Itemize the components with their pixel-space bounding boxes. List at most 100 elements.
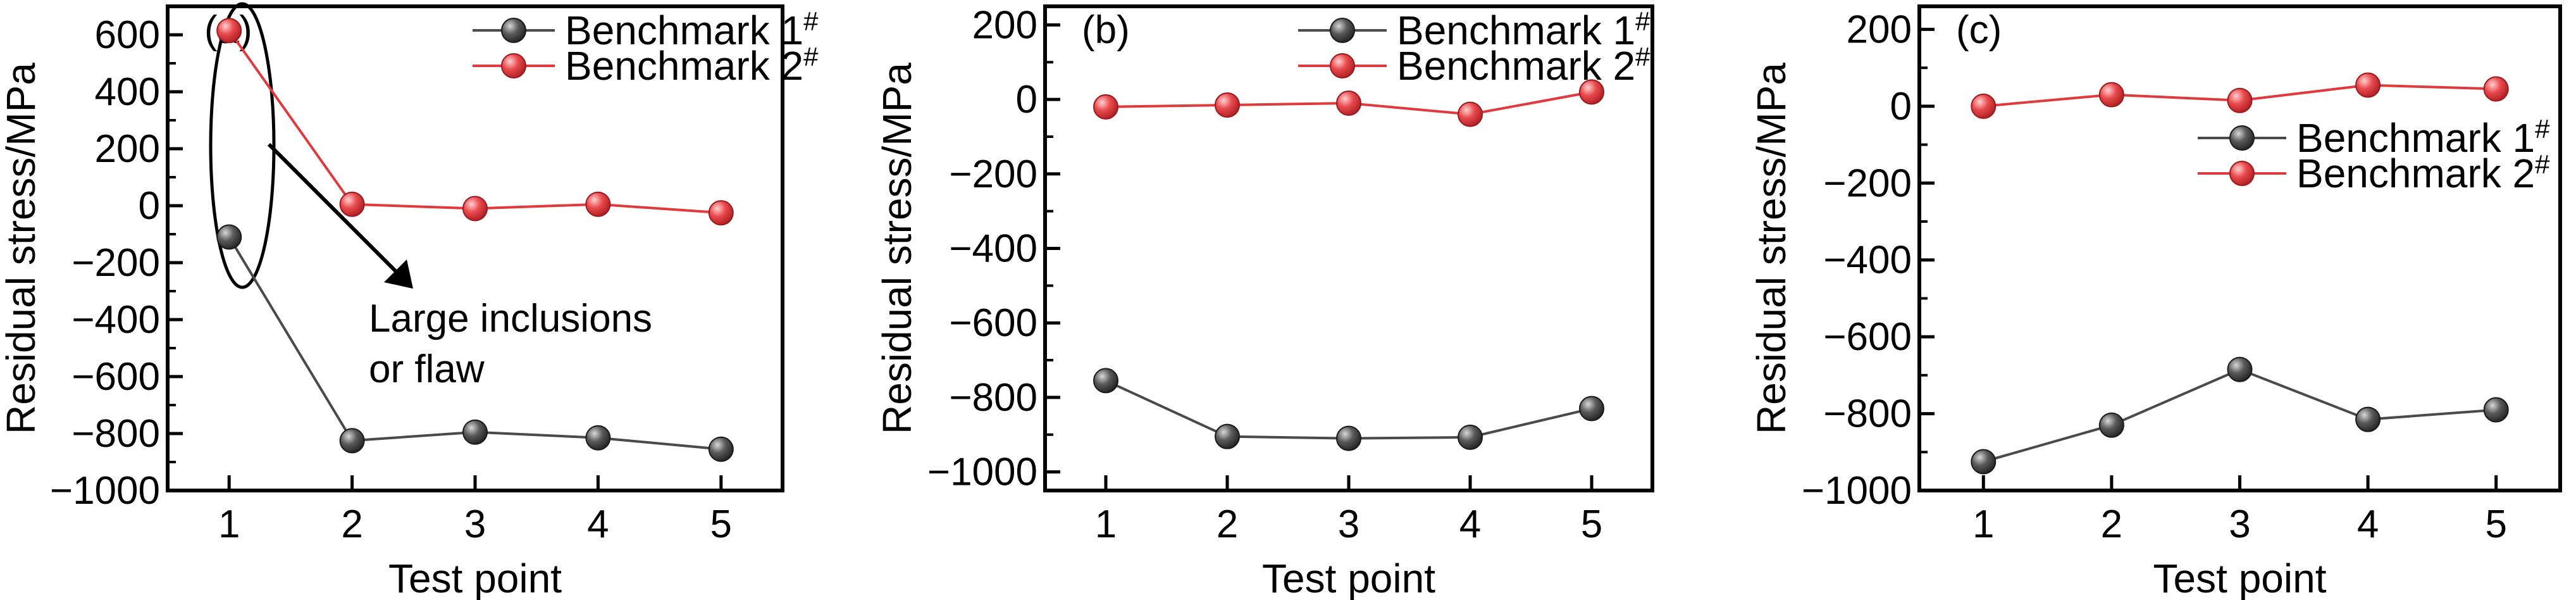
data-point xyxy=(2098,412,2124,438)
annotation-text: Large inclusions xyxy=(369,297,652,341)
y-tick-label: 200 xyxy=(972,3,1037,47)
data-point xyxy=(2483,397,2509,423)
y-tick-label: 0 xyxy=(1016,78,1037,122)
legend-superscript: # xyxy=(803,6,819,36)
y-tick-label: −400 xyxy=(949,227,1037,271)
data-point xyxy=(1579,79,1604,105)
x-tick-label: 2 xyxy=(341,503,362,546)
y-tick-label: 0 xyxy=(139,184,160,228)
data-point xyxy=(216,18,242,44)
y-tick-label: −400 xyxy=(1823,239,1912,282)
x-tick-label: 1 xyxy=(1095,503,1117,546)
data-point xyxy=(1093,94,1118,120)
x-axis-title: Test point xyxy=(1262,556,1435,600)
data-point xyxy=(1215,423,1240,449)
plot-frame xyxy=(1917,4,2562,492)
legend-marker xyxy=(1330,18,1355,43)
y-tick-label: −600 xyxy=(949,301,1037,345)
data-point xyxy=(2483,76,2509,102)
y-tick-label: −200 xyxy=(1823,161,1912,205)
legend-superscript: # xyxy=(2535,114,2550,144)
legend-label: Benchmark 1# xyxy=(565,6,819,53)
y-tick-label: −1000 xyxy=(50,469,160,513)
chart-panel-1: −1000 −800 −600 −400 −200 0 200 400 600 1 2 3 4 5 Test… xyxy=(0,2,819,600)
y-tick-label: 200 xyxy=(1847,8,1912,51)
x-tick-label: 5 xyxy=(2485,503,2506,546)
x-tick-label: 3 xyxy=(464,503,486,546)
y-axis-title: Residual stress/MPa xyxy=(1749,63,1794,434)
legend-label: Benchmark 1# xyxy=(2296,114,2550,161)
annotation-ellipse xyxy=(209,2,276,289)
y-tick-label: −200 xyxy=(949,153,1037,196)
data-point xyxy=(216,224,242,250)
y-tick-label: −600 xyxy=(71,355,160,399)
x-tick-label: 3 xyxy=(2229,503,2250,546)
legend-marker xyxy=(2229,161,2255,186)
data-point xyxy=(1458,424,1483,450)
y-tick-label: −800 xyxy=(949,376,1037,420)
data-point xyxy=(2355,406,2381,432)
legend-marker xyxy=(501,53,526,78)
data-point xyxy=(1215,92,1240,118)
y-tick-label: 0 xyxy=(1890,85,1912,128)
x-tick-label: 4 xyxy=(587,503,609,546)
y-tick-label: −600 xyxy=(1823,315,1912,359)
data-point xyxy=(2355,72,2381,98)
x-tick-label: 4 xyxy=(2357,503,2379,546)
y-axis-title: Residual stress/MPa xyxy=(874,63,920,434)
x-tick-label: 2 xyxy=(1217,503,1238,546)
y-tick-label: 400 xyxy=(95,70,160,114)
data-point xyxy=(1336,91,1361,116)
data-point xyxy=(1579,396,1604,422)
legend-marker xyxy=(1330,53,1355,78)
y-tick-label: −1000 xyxy=(1802,469,1912,513)
data-point xyxy=(1093,368,1118,394)
data-point xyxy=(708,200,734,226)
chart-panel-2: −1000 −800 −600 −400 −200 0 200 1 2 3 4 5 Test point… xyxy=(874,3,1654,600)
annotation-arrow-shaft xyxy=(267,142,404,279)
data-point xyxy=(1971,449,1997,475)
x-tick-label: 3 xyxy=(1338,503,1359,546)
y-tick-label: 200 xyxy=(95,127,160,171)
legend-superscript: # xyxy=(803,42,819,72)
y-axis-title: Residual stress/MPa xyxy=(0,63,44,434)
x-tick-label: 5 xyxy=(710,503,732,546)
x-tick-label: 1 xyxy=(1972,503,1994,546)
legend-label: Benchmark 2# xyxy=(1397,42,1650,89)
data-point xyxy=(462,419,488,445)
x-tick-label: 4 xyxy=(1459,503,1481,546)
panel-label: (c) xyxy=(1956,8,2002,52)
annotation-arrowhead xyxy=(384,259,413,289)
chart-panel-3: −1000 −800 −600 −400 −200 0 200 1 2 3 4 5 Test point… xyxy=(1749,4,2562,600)
x-tick-label: 1 xyxy=(218,503,240,546)
legend-superscript: # xyxy=(1635,42,1650,72)
data-point xyxy=(1971,93,1997,119)
data-point xyxy=(1458,101,1483,127)
annotation-text: or flaw xyxy=(369,347,485,391)
data-point xyxy=(708,436,734,462)
legend-superscript: # xyxy=(2535,149,2550,179)
data-point xyxy=(339,191,365,217)
legend-label: Benchmark 1# xyxy=(1397,6,1650,53)
panel-label: (b) xyxy=(1082,8,1130,52)
data-point xyxy=(339,428,365,454)
data-point xyxy=(1336,425,1361,451)
series-line-1 xyxy=(1983,368,2496,463)
x-tick-label: 5 xyxy=(1581,503,1602,546)
data-point xyxy=(2227,356,2253,382)
y-tick-label: −200 xyxy=(71,241,160,285)
x-tick-label: 2 xyxy=(2101,503,2122,546)
legend-label: Benchmark 2# xyxy=(565,42,819,89)
y-tick-label: −400 xyxy=(71,298,160,342)
series-line-1 xyxy=(228,236,721,451)
legend-superscript: # xyxy=(1635,6,1650,36)
x-axis-title: Test point xyxy=(2153,556,2327,600)
y-tick-label: −800 xyxy=(1823,392,1912,436)
y-tick-label: −1000 xyxy=(927,451,1037,494)
data-point xyxy=(2098,82,2124,108)
data-point xyxy=(585,425,611,451)
x-axis-title: Test point xyxy=(388,556,562,600)
data-point xyxy=(462,196,488,222)
legend-marker xyxy=(2229,125,2255,151)
